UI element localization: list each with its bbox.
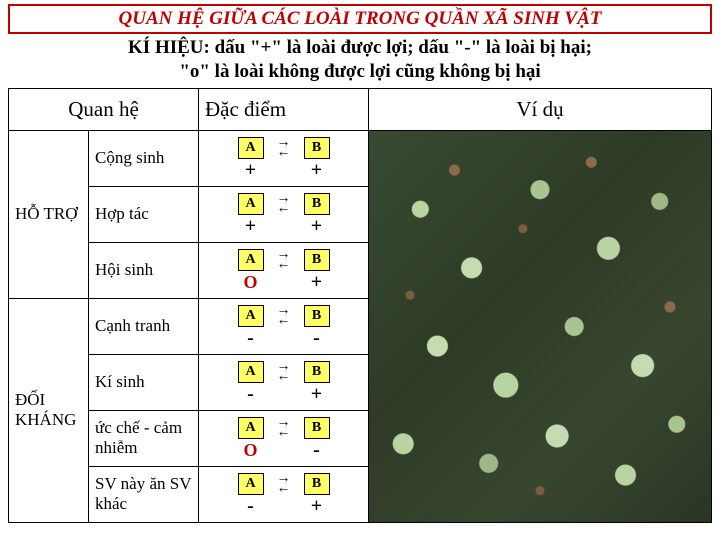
node-a-box: A	[238, 417, 264, 439]
node-b-sign: +	[311, 384, 322, 404]
node-b-sign: -	[313, 328, 320, 348]
node-a-box: A	[238, 305, 264, 327]
relation-name: ức chế - cảm nhiễm	[89, 410, 199, 466]
node-b-box: B	[304, 417, 330, 439]
node-a-box: A	[238, 137, 264, 159]
relations-table: Quan hệ Đặc điểm Ví dụ HỖ TRỢCộng sinhA+…	[8, 88, 712, 523]
table-header-row: Quan hệ Đặc điểm Ví dụ	[9, 88, 712, 130]
node-b: B+	[304, 137, 330, 180]
relation-name: Kí sinh	[89, 354, 199, 410]
node-a-sign: O	[243, 440, 257, 460]
subtitle-line2: "o" là loài không được lợi cũng không bị…	[179, 61, 540, 82]
node-a-sign: +	[245, 216, 256, 236]
node-b-box: B	[304, 249, 330, 271]
page-title: QUAN HỆ GIỮA CÁC LOÀI TRONG QUẦN XÃ SINH…	[14, 8, 706, 30]
group-label: HỖ TRỢ	[9, 130, 89, 298]
group-label: ĐỐI KHÁNG	[9, 298, 89, 522]
arrows-icon: →←	[264, 363, 304, 383]
arrows-icon: →←	[264, 195, 304, 215]
arrows-icon: →←	[264, 139, 304, 159]
node-a: A-	[238, 305, 264, 348]
example-image	[369, 130, 712, 522]
node-b: B+	[304, 473, 330, 516]
characteristic-diagram: AO→←B+	[199, 242, 369, 298]
arrows-icon: →←	[264, 419, 304, 439]
node-a-sign: -	[247, 496, 254, 516]
node-a: AO	[238, 249, 264, 292]
table-row: HỖ TRỢCộng sinhA+→←B+	[9, 130, 712, 186]
characteristic-diagram: A+→←B+	[199, 186, 369, 242]
th-relation: Quan hệ	[9, 88, 199, 130]
node-b: B+	[304, 193, 330, 236]
node-b-sign: +	[311, 496, 322, 516]
node-a-box: A	[238, 473, 264, 495]
arrows-icon: →←	[264, 307, 304, 327]
characteristic-diagram: A-→←B-	[199, 298, 369, 354]
th-characteristic: Đặc điểm	[199, 88, 369, 130]
node-a: A+	[238, 137, 264, 180]
node-b-box: B	[304, 193, 330, 215]
relation-name: Hội sinh	[89, 242, 199, 298]
node-a-sign: -	[247, 384, 254, 404]
node-b: B+	[304, 361, 330, 404]
node-b-sign: +	[311, 272, 322, 292]
relation-name: Hợp tác	[89, 186, 199, 242]
node-a: A-	[238, 473, 264, 516]
node-a-sign: -	[247, 328, 254, 348]
node-b-sign: -	[313, 440, 320, 460]
characteristic-diagram: A+→←B+	[199, 130, 369, 186]
relation-name: Cộng sinh	[89, 130, 199, 186]
node-a-sign: O	[243, 272, 257, 292]
node-b-box: B	[304, 361, 330, 383]
node-a-sign: +	[245, 160, 256, 180]
characteristic-diagram: AO→←B-	[199, 410, 369, 466]
node-b: B+	[304, 249, 330, 292]
lichen-image-placeholder	[369, 131, 711, 522]
node-a: A+	[238, 193, 264, 236]
characteristic-diagram: A-→←B+	[199, 466, 369, 522]
node-b: B-	[304, 305, 330, 348]
node-a: AO	[238, 417, 264, 460]
subtitle: KÍ HIỆU: dấu "+" là loài được lợi; dấu "…	[20, 36, 700, 84]
node-b-box: B	[304, 305, 330, 327]
header-box: QUAN HỆ GIỮA CÁC LOÀI TRONG QUẦN XÃ SINH…	[8, 4, 712, 34]
arrows-icon: →←	[264, 475, 304, 495]
node-b-box: B	[304, 473, 330, 495]
subtitle-line1: KÍ HIỆU: dấu "+" là loài được lợi; dấu "…	[128, 37, 592, 58]
node-a: A-	[238, 361, 264, 404]
th-example: Ví dụ	[369, 88, 712, 130]
node-a-box: A	[238, 249, 264, 271]
node-b-sign: +	[311, 216, 322, 236]
node-a-box: A	[238, 193, 264, 215]
node-b-box: B	[304, 137, 330, 159]
node-b-sign: +	[311, 160, 322, 180]
relation-name: Cạnh tranh	[89, 298, 199, 354]
relation-name: SV này ăn SV khác	[89, 466, 199, 522]
node-b: B-	[304, 417, 330, 460]
node-a-box: A	[238, 361, 264, 383]
characteristic-diagram: A-→←B+	[199, 354, 369, 410]
arrows-icon: →←	[264, 251, 304, 271]
